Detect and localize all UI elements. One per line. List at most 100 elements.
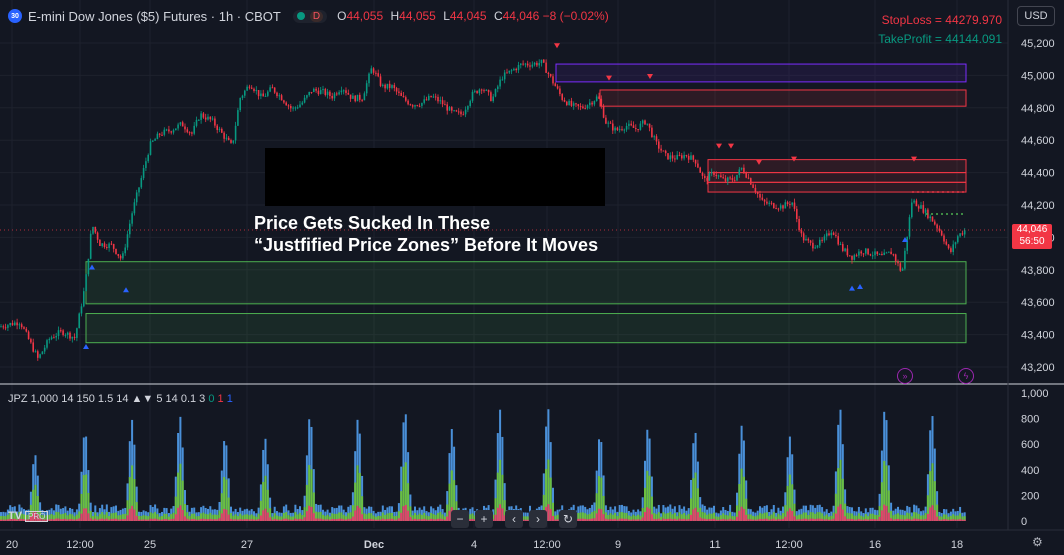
time-tick-label: 4 xyxy=(471,539,477,551)
volume-bar-green xyxy=(432,514,435,521)
volume-bar-red xyxy=(618,518,621,521)
status-pill[interactable]: D xyxy=(292,9,328,23)
price-tick-label: 44,200 xyxy=(1021,200,1055,212)
candle-body xyxy=(934,221,936,225)
volume-bar-red xyxy=(795,519,798,521)
candle-body xyxy=(699,167,701,173)
candle-body xyxy=(929,216,931,219)
candle-body xyxy=(32,342,34,352)
volume-bar-red xyxy=(13,518,16,521)
volume-bar-red xyxy=(584,518,587,521)
price-tick-label: 43,600 xyxy=(1021,297,1055,309)
candle-body xyxy=(283,100,285,103)
candle-body xyxy=(729,177,731,179)
volume-bar-green xyxy=(924,513,927,521)
volume-bar-red xyxy=(600,509,603,521)
candle-body xyxy=(177,124,179,129)
candle-body xyxy=(531,64,534,67)
volume-bar-green xyxy=(857,513,860,521)
gear-icon[interactable]: ⚙ xyxy=(1032,535,1043,549)
candle-body xyxy=(814,247,816,249)
candle-body xyxy=(963,230,966,235)
scroll-left-button[interactable]: ‹ xyxy=(505,510,523,528)
candle-body xyxy=(296,107,299,109)
volume-bar-green xyxy=(910,516,913,521)
volume-bar-red xyxy=(469,519,472,521)
scroll-right-button[interactable]: › xyxy=(529,510,547,528)
candle-body xyxy=(644,120,646,125)
volume-bar-green xyxy=(947,516,950,521)
candle-body xyxy=(582,106,584,109)
candle-body xyxy=(641,120,644,124)
volume-bar-red xyxy=(853,519,856,521)
volume-bar-red xyxy=(27,519,30,521)
candle-body xyxy=(285,102,287,106)
volume-bar-green xyxy=(954,515,957,521)
volume-bar-red xyxy=(825,519,828,521)
volume-bar-green xyxy=(469,514,472,521)
candle-body xyxy=(471,91,474,101)
volume-bar-green xyxy=(933,481,936,521)
volume-bar-green xyxy=(370,513,373,521)
volume-bar-red xyxy=(494,514,497,521)
volume-bar-red xyxy=(906,518,909,521)
candle-body xyxy=(676,154,678,160)
volume-bar-red xyxy=(197,519,200,521)
candle-body xyxy=(250,87,253,89)
candle-body xyxy=(372,68,375,73)
volume-bar-green xyxy=(864,514,867,521)
indicator-legend[interactable]: JPZ 1,000 14 150 1.5 14 ▲▼ 5 14 0.1 3 0 … xyxy=(8,393,233,405)
candle-body xyxy=(844,248,846,251)
replay-icon[interactable]: » xyxy=(897,368,913,384)
volume-bar-red xyxy=(20,518,23,521)
volume-bar-green xyxy=(556,514,559,521)
volume-bar-red xyxy=(87,513,90,521)
volume-bar-green xyxy=(696,488,699,521)
volume-bar-green xyxy=(595,493,598,521)
zoom-out-button[interactable]: − xyxy=(451,510,469,528)
candle-body xyxy=(812,242,814,249)
lightning-icon[interactable]: ϟ xyxy=(958,368,974,384)
chart-title[interactable]: E-mini Dow Jones ($5) Futures · 1h · CBO… xyxy=(28,8,281,24)
candle-body xyxy=(713,172,715,175)
volume-bar-green xyxy=(756,515,759,521)
volume-bar-green xyxy=(717,516,720,521)
volume-bar-green xyxy=(303,507,306,521)
volume-bar-green xyxy=(163,513,166,521)
zoom-in-button[interactable]: + xyxy=(475,510,493,528)
candle-body xyxy=(87,258,90,275)
volume-bar-green xyxy=(333,513,336,521)
candle-body xyxy=(400,92,402,96)
delayed-badge: D xyxy=(309,10,324,22)
candle-body xyxy=(621,129,623,131)
volume-bar-green xyxy=(678,512,681,521)
volume-bar-red xyxy=(96,519,99,521)
candle-body xyxy=(124,247,126,254)
candle-body xyxy=(646,123,649,125)
candle-body xyxy=(752,184,754,188)
volume-bar-green xyxy=(39,510,42,521)
currency-button[interactable]: USD xyxy=(1017,6,1055,26)
volume-bar-red xyxy=(959,518,962,521)
time-tick-label: 12:00 xyxy=(775,539,803,551)
volume-bar-red xyxy=(936,516,939,521)
reset-chart-button[interactable]: ↻ xyxy=(559,510,577,528)
candle-body xyxy=(846,248,849,256)
candle-body xyxy=(446,104,448,111)
candle-body xyxy=(559,88,561,95)
volume-bar-red xyxy=(287,519,290,521)
sell-marker xyxy=(554,43,560,49)
candle-body xyxy=(819,239,821,246)
volume-bar-red xyxy=(874,519,876,521)
candle-body xyxy=(53,337,55,339)
candle-body xyxy=(766,201,768,204)
volume-bar-green xyxy=(241,515,244,521)
volume-bar-red xyxy=(204,519,207,521)
volume-bar-green xyxy=(740,468,743,521)
candle-body xyxy=(662,150,665,152)
volume-bar-red xyxy=(57,518,60,521)
volume-bar-green xyxy=(646,470,649,521)
candle-body xyxy=(848,255,851,257)
volume-bar-green xyxy=(713,512,715,521)
